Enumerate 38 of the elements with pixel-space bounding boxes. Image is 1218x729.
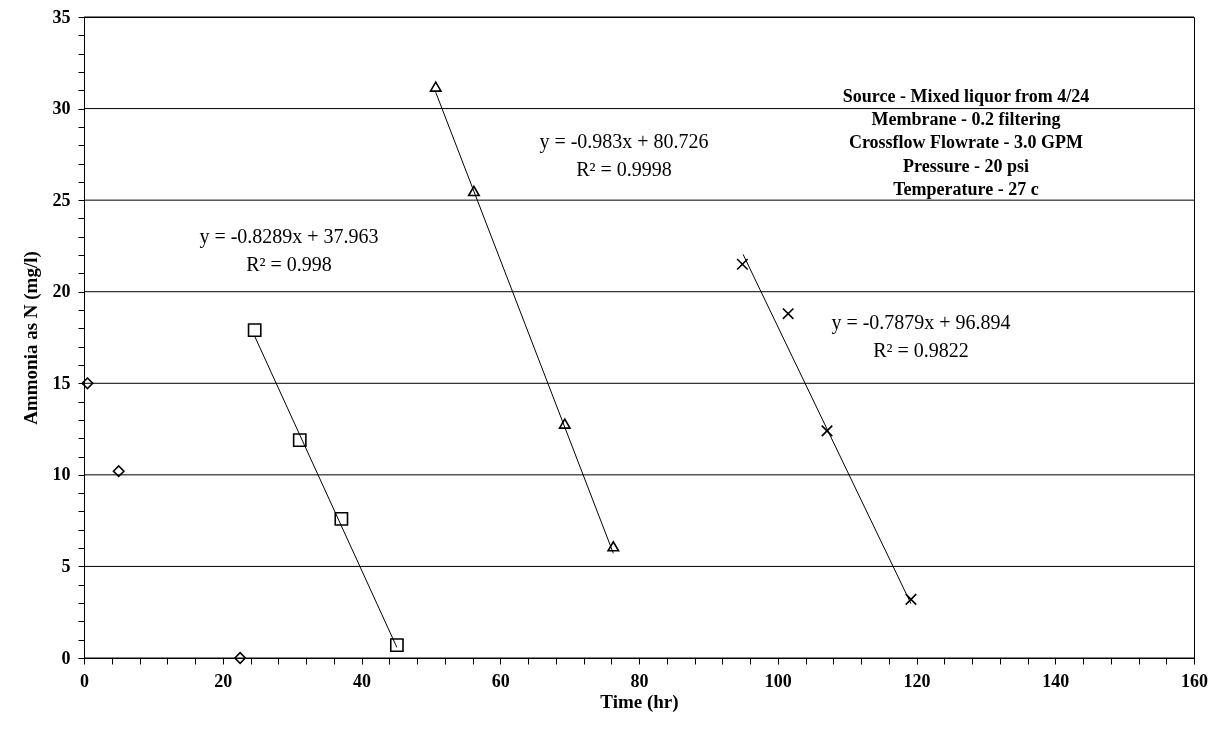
point [81, 377, 94, 390]
y-axis-title: Ammonia as N (mg/l) [19, 251, 42, 425]
y-tick-label: 0 [61, 647, 71, 668]
x-axis-title: Time (hr) [600, 690, 679, 713]
point [467, 185, 480, 197]
y-tick-label: 25 [52, 189, 71, 210]
annotation: Source - Mixed liquor from 4/24 Membrane - 0.2 filtering Crossflow Flowrate - 3.0 GPM Pressure - 20 psi Temperature - 27 c [842, 86, 1090, 199]
x-tick-label: 160 [1181, 670, 1208, 691]
y-tick-label: 35 [52, 6, 71, 27]
point [607, 540, 620, 552]
x-tick-label: 80 [630, 670, 649, 691]
x-tick-label: 0 [80, 670, 89, 691]
point [429, 81, 442, 92]
x-tick-label: 120 [903, 670, 931, 691]
y-tick-label: 5 [61, 555, 71, 576]
point [558, 418, 571, 429]
point [334, 511, 349, 526]
annotation: y = -0.983x + 80.726 R² = 0.9998 [539, 130, 709, 180]
annotation: y = -0.7879x + 96.894 R² = 0.9822 [831, 311, 1011, 361]
x-tick-label: 20 [214, 670, 233, 691]
point [389, 638, 404, 653]
point [820, 424, 834, 437]
x-tick-label: 40 [353, 670, 371, 691]
x-tick-label: 100 [764, 670, 792, 691]
y-tick-label: 30 [52, 98, 71, 119]
point [904, 593, 917, 606]
y-tick-label: 10 [52, 464, 71, 485]
point [234, 651, 247, 665]
y-tick-label: 20 [52, 281, 71, 302]
point [247, 323, 262, 338]
point [782, 307, 795, 320]
x-tick-label: 60 [491, 670, 510, 691]
point [736, 258, 749, 271]
annotation: y = -0.8289x + 37.963 R² = 0.998 [199, 225, 379, 275]
point [292, 433, 307, 447]
y-tick-label: 15 [52, 372, 71, 393]
point [112, 465, 125, 478]
x-tick-label: 140 [1042, 670, 1070, 691]
